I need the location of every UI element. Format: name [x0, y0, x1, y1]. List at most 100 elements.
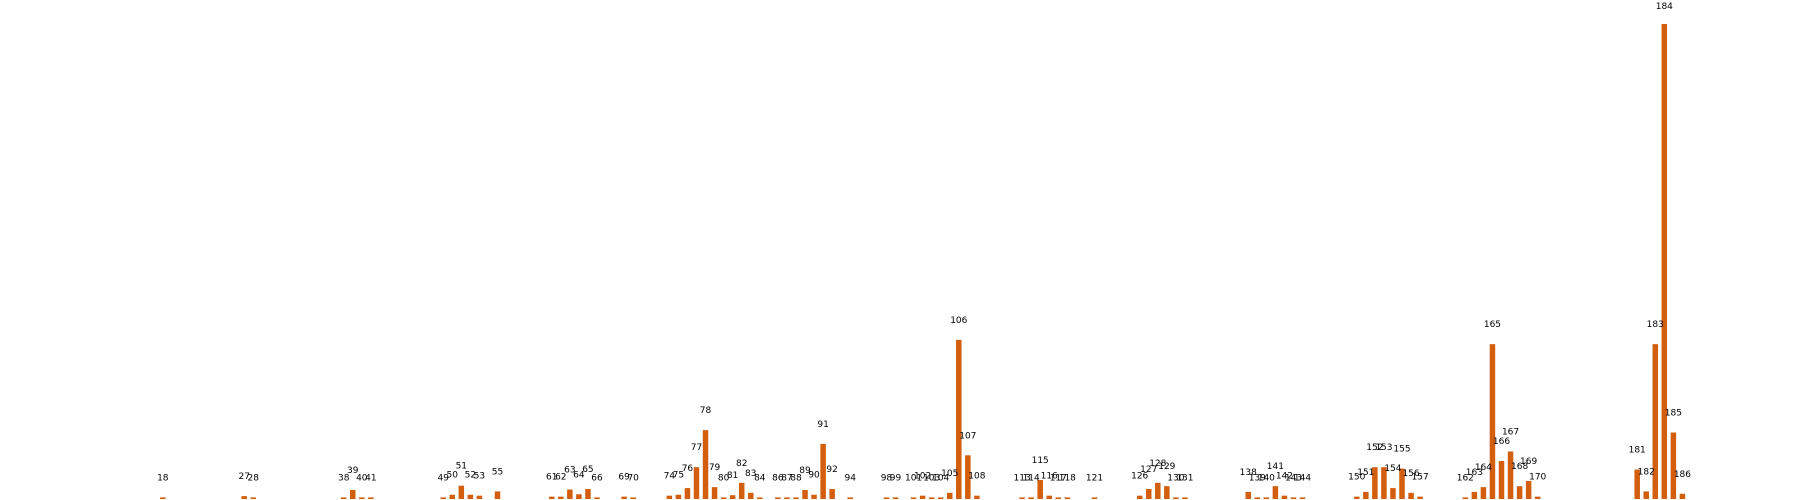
- bar-144: [1299, 497, 1306, 499]
- bar-156: [1408, 492, 1414, 499]
- bar-label-75: 75: [673, 471, 684, 481]
- bar-104: [937, 497, 944, 499]
- bar-label-41: 41: [365, 473, 376, 483]
- bar-99: [892, 497, 899, 499]
- bar-label-183: 183: [1647, 320, 1664, 330]
- bar-label-181: 181: [1629, 446, 1646, 456]
- bar-label-27: 27: [238, 472, 249, 482]
- bar-69: [621, 496, 627, 500]
- bar-label-117: 117: [1050, 473, 1067, 483]
- bar-label-86: 86: [772, 473, 784, 483]
- bar-70: [630, 497, 636, 499]
- bar-label-151: 151: [1357, 468, 1374, 478]
- bar-label-113: 113: [1014, 473, 1031, 483]
- bar-90: [811, 494, 817, 500]
- bar-label-144: 144: [1294, 473, 1311, 483]
- bar-40: [359, 497, 365, 499]
- bar-150: [1354, 496, 1360, 500]
- bar-label-18: 18: [157, 473, 169, 483]
- bar-label-116: 116: [1041, 472, 1058, 482]
- bar-74: [666, 495, 673, 499]
- bar-label-185: 185: [1665, 409, 1682, 419]
- bar-41: [368, 497, 374, 499]
- bar-label-103: 103: [923, 473, 940, 483]
- bar-label-141: 141: [1267, 462, 1284, 472]
- bar-label-49: 49: [437, 473, 449, 483]
- bar-label-53: 53: [474, 472, 485, 482]
- bar-39: [350, 489, 356, 500]
- bar-152: [1372, 467, 1378, 500]
- bar-127: [1145, 489, 1152, 499]
- bar-88: [793, 497, 799, 499]
- bar-label-143: 143: [1285, 473, 1302, 483]
- bar-label-89: 89: [799, 466, 811, 476]
- bar-143: [1290, 497, 1297, 499]
- bar-163: [1471, 491, 1478, 500]
- bar-label-90: 90: [808, 471, 820, 481]
- bar-label-165: 165: [1484, 320, 1501, 330]
- bar-label-40: 40: [356, 473, 368, 483]
- bar-115: [1037, 480, 1043, 499]
- bar-89: [802, 489, 808, 500]
- bar-label-164: 164: [1475, 463, 1492, 473]
- bar-label-51: 51: [456, 462, 467, 472]
- bar-label-168: 168: [1511, 462, 1528, 472]
- bar-92: [829, 489, 835, 499]
- bar-label-118: 118: [1059, 473, 1076, 483]
- bar-153: [1381, 467, 1387, 500]
- bar-142: [1281, 495, 1288, 499]
- bar-64: [576, 494, 582, 499]
- bar-label-107: 107: [959, 431, 976, 441]
- bar-181: [1634, 469, 1640, 499]
- bar-155: [1399, 468, 1405, 499]
- bar-label-104: 104: [932, 473, 949, 483]
- bar-label-121: 121: [1086, 473, 1103, 483]
- bar-label-127: 127: [1140, 465, 1157, 475]
- bar-label-105: 105: [941, 469, 958, 479]
- bar-184: [1661, 24, 1668, 499]
- bar-113: [1019, 497, 1025, 499]
- bar-label-140: 140: [1258, 473, 1275, 483]
- bar-165: [1489, 344, 1496, 499]
- bar-label-69: 69: [618, 473, 630, 483]
- bar-label-169: 169: [1520, 457, 1537, 467]
- bar-151: [1363, 491, 1369, 500]
- bar-108: [974, 495, 980, 499]
- bar-label-126: 126: [1131, 472, 1148, 482]
- bar-183: [1652, 344, 1659, 499]
- bar-66: [594, 497, 600, 499]
- bar-103: [928, 497, 935, 499]
- bar-series: [160, 24, 1686, 500]
- bar-83: [748, 492, 754, 499]
- bar-117: [1055, 497, 1062, 499]
- bar-label-128: 128: [1149, 459, 1166, 469]
- bar-label-167: 167: [1502, 428, 1519, 438]
- bar-86: [775, 497, 781, 499]
- bar-label-162: 162: [1457, 473, 1474, 483]
- bar-label-92: 92: [826, 465, 837, 475]
- bar-label-81: 81: [727, 471, 738, 481]
- bar-170: [1534, 496, 1541, 500]
- bar-label-138: 138: [1240, 468, 1257, 478]
- bar-label-77: 77: [691, 443, 702, 453]
- bar-77: [693, 467, 700, 500]
- bar-label-64: 64: [573, 470, 585, 480]
- bar-label-154: 154: [1384, 464, 1401, 474]
- bar-101: [910, 497, 917, 499]
- bar-label-99: 99: [890, 473, 902, 483]
- bar-label-50: 50: [447, 471, 459, 481]
- bar-105: [947, 492, 953, 499]
- bar-label-91: 91: [817, 420, 828, 430]
- bar-label-88: 88: [790, 473, 802, 483]
- bar-53: [476, 495, 483, 499]
- bar-label-153: 153: [1375, 443, 1392, 453]
- bar-label-63: 63: [564, 466, 575, 476]
- bar-185: [1670, 432, 1677, 499]
- bar-116: [1046, 495, 1052, 499]
- bar-82: [738, 482, 745, 499]
- bar-118: [1064, 497, 1071, 499]
- bar-label-38: 38: [338, 473, 350, 483]
- bar-label-101: 101: [905, 473, 922, 483]
